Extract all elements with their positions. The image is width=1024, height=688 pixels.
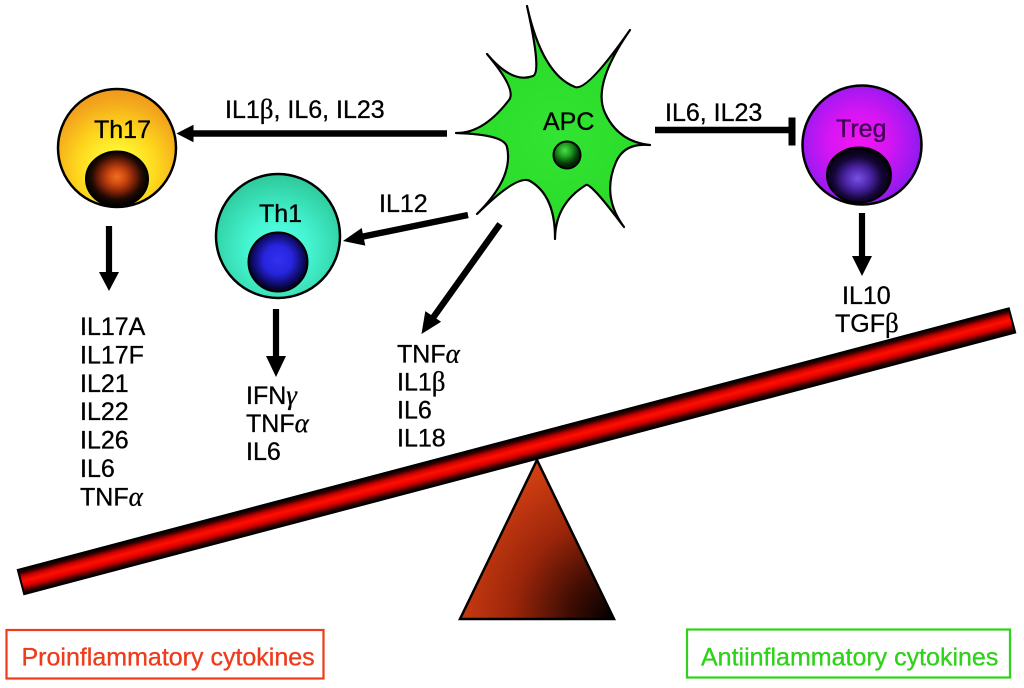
svg-text:IL6: IL6 (397, 397, 432, 425)
svg-text:IL17A: IL17A (80, 313, 146, 341)
svg-text:Th17: Th17 (94, 116, 151, 144)
svg-text:IL18: IL18 (397, 425, 446, 453)
svg-text:IL6: IL6 (246, 438, 281, 466)
svg-text:IFNγ: IFNγ (246, 380, 298, 410)
svg-text:TNFα: TNFα (80, 481, 144, 511)
svg-text:IL1β, IL6, IL23: IL1β, IL6, IL23 (225, 94, 385, 124)
svg-text:IL6: IL6 (80, 455, 115, 483)
svg-text:IL17F: IL17F (80, 341, 144, 369)
svg-text:IL26: IL26 (80, 427, 129, 455)
svg-text:IL6, IL23: IL6, IL23 (665, 99, 762, 127)
svg-text:TGFβ: TGFβ (835, 308, 899, 338)
svg-text:IL21: IL21 (80, 370, 129, 398)
svg-text:IL12: IL12 (379, 190, 428, 218)
svg-text:Antiinflammatory cytokines: Antiinflammatory cytokines (701, 644, 998, 672)
svg-text:APC: APC (543, 108, 594, 136)
svg-text:IL10: IL10 (842, 282, 891, 310)
svg-text:Proinflammatory cytokines: Proinflammatory cytokines (22, 644, 315, 672)
svg-text:IL22: IL22 (80, 398, 129, 426)
svg-text:TNFα: TNFα (397, 338, 461, 368)
svg-text:TNFα: TNFα (246, 408, 310, 438)
svg-text:Treg: Treg (836, 115, 886, 143)
svg-text:Th1: Th1 (259, 200, 302, 228)
svg-text:IL1β: IL1β (397, 367, 446, 397)
